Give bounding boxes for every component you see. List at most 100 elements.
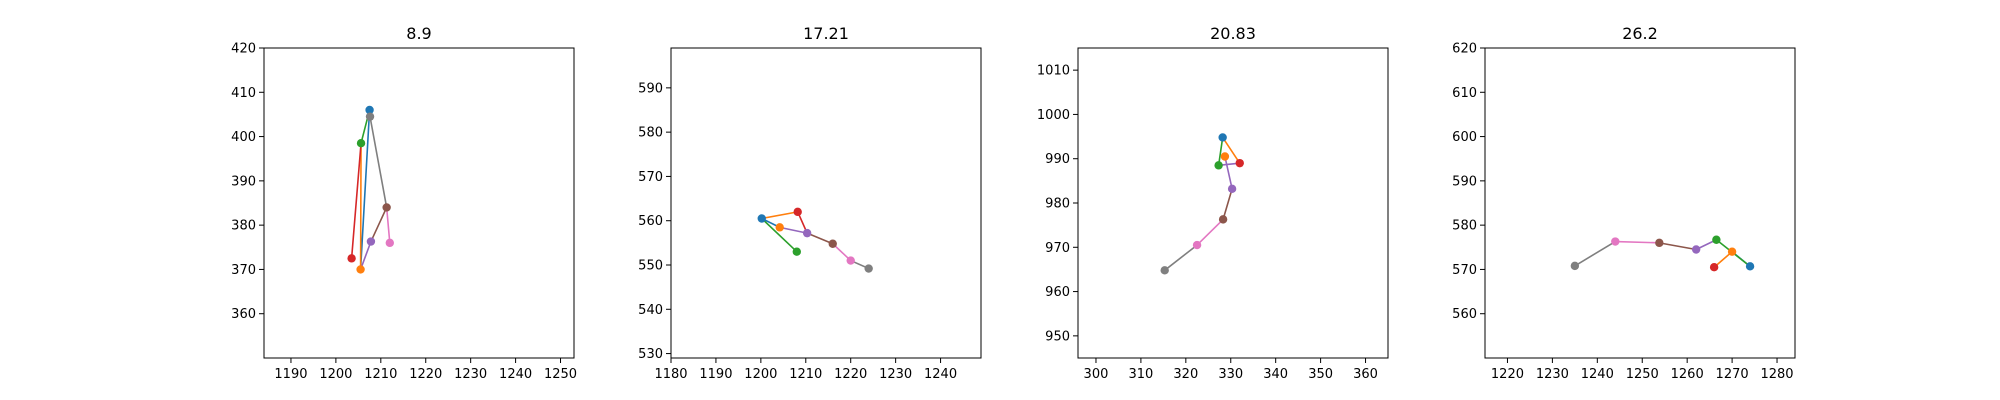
y-tick-label: 370 <box>231 263 256 278</box>
data-point <box>1218 215 1228 224</box>
axes-frame <box>263 47 575 359</box>
y-tick-label: 550 <box>638 259 663 274</box>
x-tick-label: 1240 <box>924 367 957 382</box>
data-point <box>1192 240 1202 250</box>
y-tick-label: 950 <box>1045 329 1070 344</box>
y-tick-label: 560 <box>1452 307 1477 322</box>
data-point <box>356 265 365 274</box>
x-tick-label: 1270 <box>1716 367 1749 382</box>
x-tick-label: 1240 <box>499 367 532 382</box>
data-point <box>1214 161 1223 170</box>
data-point <box>793 207 802 217</box>
y-tick-label: 1000 <box>1037 108 1070 123</box>
x-tick-label: 330 <box>1218 367 1243 382</box>
series-line <box>1196 218 1224 246</box>
data-point <box>846 256 855 265</box>
subplot-2: 17.21 1180 1190 1200 1210 1220 1230 1240 530 540 5… <box>638 24 982 382</box>
y-tick-label: 590 <box>638 81 663 96</box>
data-point <box>802 228 812 238</box>
data-point <box>365 112 375 121</box>
series-line <box>1221 136 1241 164</box>
series-line <box>1217 136 1224 167</box>
y-tick-label: 580 <box>638 126 663 141</box>
series-line <box>760 211 799 220</box>
x-tick-label: 1220 <box>409 367 442 382</box>
data-point <box>1655 238 1664 248</box>
y-tick-label: 380 <box>231 219 256 234</box>
data-point <box>1745 262 1755 271</box>
subplot-title: 17.21 <box>803 24 849 43</box>
series-line <box>1614 240 1661 244</box>
series-line <box>370 206 388 243</box>
x-tick-label: 360 <box>1353 367 1378 382</box>
series-line <box>1163 244 1198 272</box>
subplots-container: 8.9 1190 1200 1210 1220 1230 1240 1250 360 370 380… <box>231 24 1796 382</box>
series-line <box>1224 155 1233 190</box>
y-tick-label: 960 <box>1045 285 1070 300</box>
y-tick-label: 1010 <box>1037 64 1070 79</box>
subplot-title: 8.9 <box>406 24 431 43</box>
series-line <box>1222 188 1233 221</box>
series-line <box>350 142 362 260</box>
subplot-title: 26.2 <box>1622 24 1658 43</box>
data-point <box>757 214 766 223</box>
y-tick-label: 360 <box>231 307 256 322</box>
x-tick-label: 1260 <box>1671 367 1704 382</box>
data-point <box>864 264 873 273</box>
y-tick-label: 970 <box>1045 241 1070 256</box>
series-line <box>359 240 372 271</box>
y-tick-label: 610 <box>1452 86 1477 101</box>
y-tick-label: 600 <box>1452 130 1477 145</box>
x-tick-label: 1230 <box>879 367 912 382</box>
x-tick-label: 1210 <box>364 367 397 382</box>
data-point <box>775 223 784 232</box>
series-line <box>778 226 808 234</box>
series-line <box>385 206 391 244</box>
data-point <box>1220 152 1230 161</box>
data-point <box>1235 158 1244 168</box>
y-tick-label: 390 <box>231 174 256 189</box>
data-point <box>1227 184 1237 194</box>
data-point <box>1709 263 1719 272</box>
data-point <box>1712 235 1721 244</box>
x-tick-label: 1230 <box>1536 367 1569 382</box>
axes-frame <box>1077 47 1389 359</box>
data-point <box>1218 133 1227 142</box>
y-tick-label: 530 <box>638 347 663 362</box>
x-tick-label: 1180 <box>654 367 687 382</box>
x-tick-label: 1220 <box>1491 367 1524 382</box>
y-tick-label: 990 <box>1045 152 1070 167</box>
y-tick-label: 400 <box>231 130 256 145</box>
data-point <box>385 238 394 248</box>
data-point <box>1611 237 1620 246</box>
y-tick-label: 420 <box>231 42 256 57</box>
x-tick-label: 1200 <box>744 367 777 382</box>
x-tick-label: 1190 <box>274 367 307 382</box>
data-point <box>828 239 837 248</box>
series-line <box>1574 240 1617 267</box>
y-tick-label: 980 <box>1045 197 1070 212</box>
series-line <box>760 217 798 253</box>
x-tick-label: 1280 <box>1760 367 1793 382</box>
x-tick-label: 300 <box>1084 367 1109 382</box>
y-tick-label: 540 <box>638 303 663 318</box>
y-tick-label: 570 <box>638 170 663 185</box>
subplot-title: 20.83 <box>1210 24 1256 43</box>
data-point <box>347 254 356 263</box>
series-line <box>1658 242 1697 251</box>
x-tick-label: 1220 <box>834 367 867 382</box>
x-tick-label: 1250 <box>544 367 577 382</box>
series-line <box>359 109 371 271</box>
y-tick-label: 580 <box>1452 219 1477 234</box>
x-tick-label: 1240 <box>1581 367 1614 382</box>
data-point <box>1570 261 1580 271</box>
data-point <box>792 247 801 256</box>
subplot-3: 20.83 300 310 320 330 340 350 360 950 960 970 980 99… <box>1037 24 1389 382</box>
x-tick-label: 1200 <box>319 367 352 382</box>
data-point <box>1160 266 1169 275</box>
y-tick-label: 410 <box>231 86 256 101</box>
x-tick-label: 1250 <box>1626 367 1659 382</box>
series-line <box>806 232 834 245</box>
